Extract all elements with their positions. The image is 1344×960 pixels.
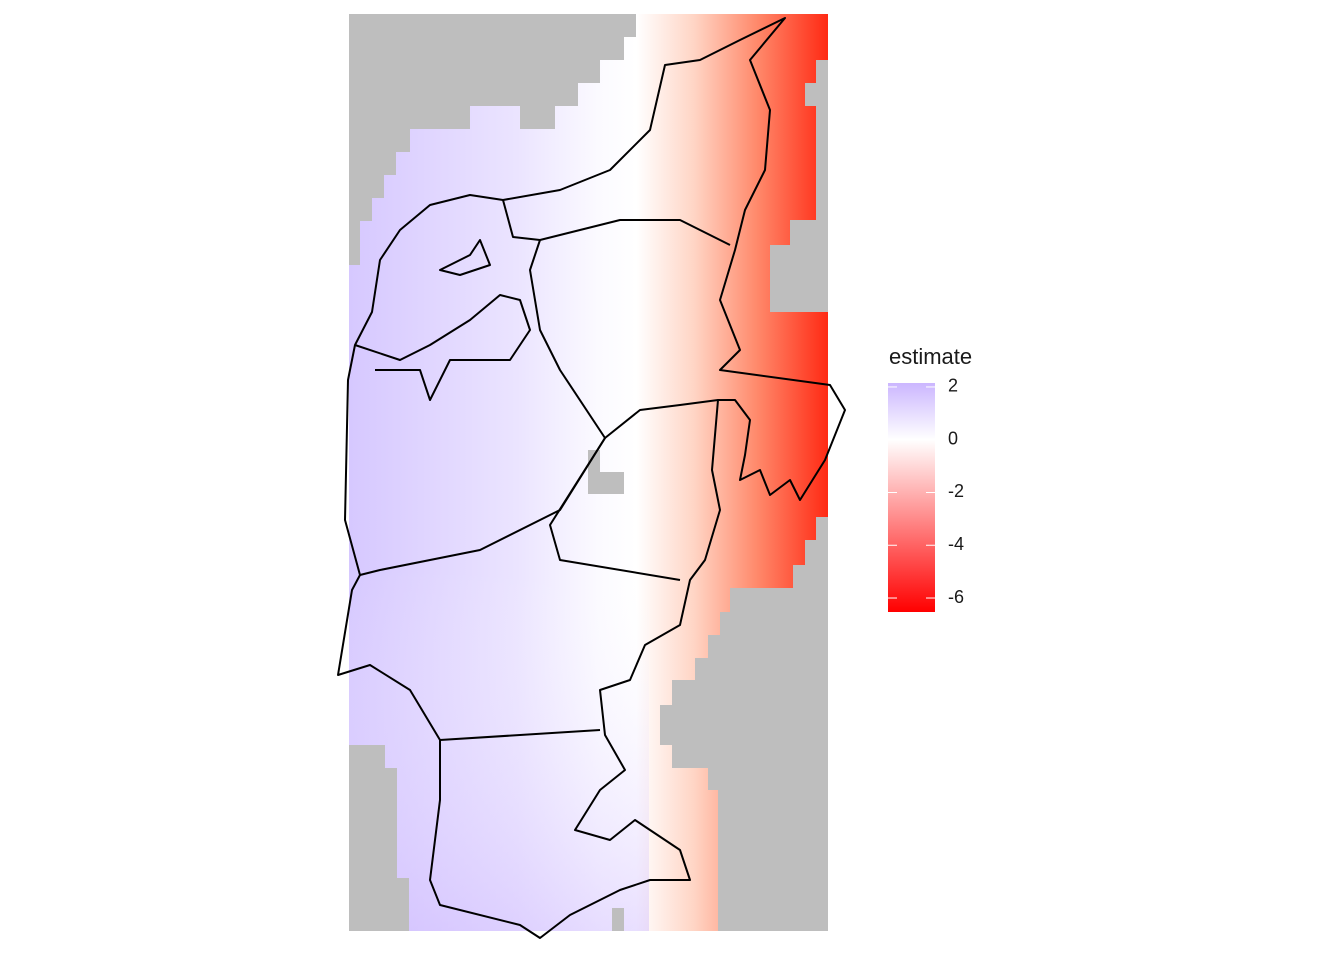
- legend-title: estimate: [889, 344, 972, 369]
- region-border: [539, 219, 731, 246]
- legend-tick-label: 0: [948, 428, 958, 448]
- region-border: [439, 729, 601, 741]
- coastline: [337, 17, 846, 939]
- fjord: [439, 239, 491, 276]
- fjord: [354, 294, 531, 401]
- legend-tick-label: 2: [948, 376, 958, 396]
- no-data: [349, 14, 828, 931]
- colorbar: [888, 383, 935, 612]
- region-border: [359, 437, 606, 576]
- boundaries: [337, 17, 846, 939]
- legend-tick-label: -4: [948, 534, 964, 554]
- region-border: [604, 399, 719, 439]
- legend-tick-label: -2: [948, 481, 964, 501]
- legend: estimate 2 0 -2 -4 -6: [888, 344, 972, 612]
- region-border: [502, 199, 681, 581]
- legend-tick-label: -6: [948, 587, 964, 607]
- raster: [349, 14, 828, 931]
